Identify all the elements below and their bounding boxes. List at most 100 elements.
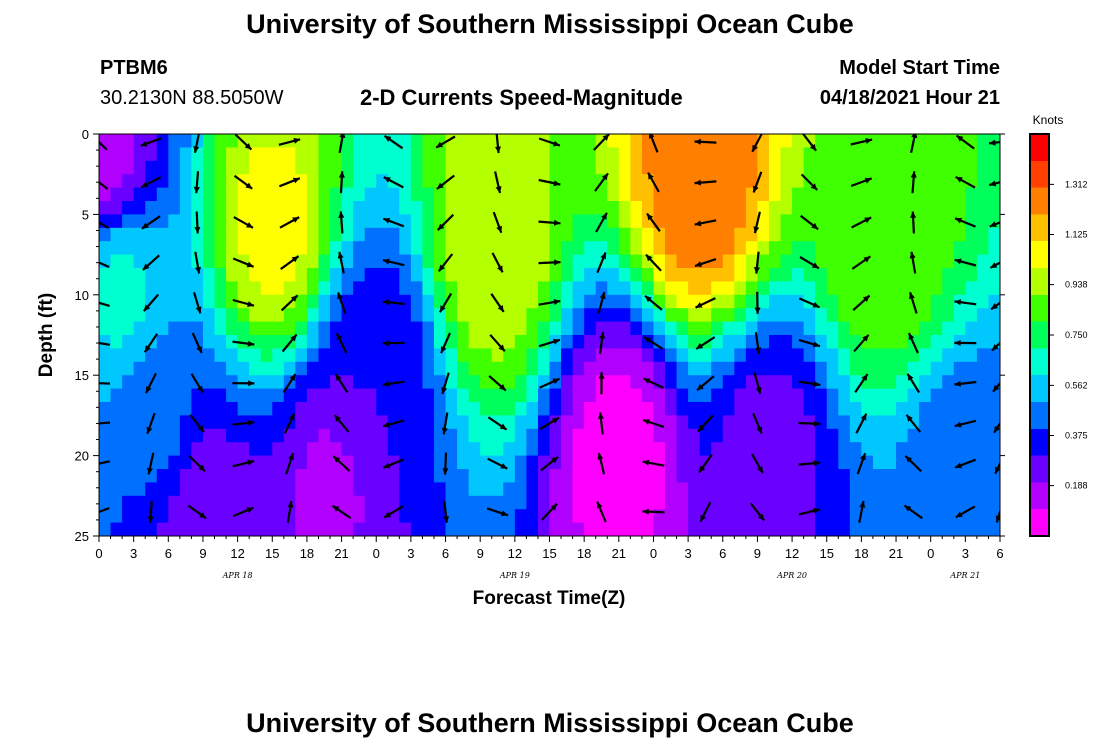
current-vector-head xyxy=(339,134,346,138)
heatmap-cell xyxy=(145,281,158,296)
current-vector-shaft xyxy=(99,460,110,465)
heatmap-cell xyxy=(780,268,793,282)
current-vector xyxy=(437,253,454,272)
current-vector xyxy=(140,137,162,147)
heatmap-cell xyxy=(110,187,123,202)
heatmap-cell xyxy=(815,469,828,483)
heatmap-cell xyxy=(445,428,458,443)
heatmap-cell xyxy=(618,428,631,443)
heatmap-cell xyxy=(641,348,655,363)
heatmap-cell xyxy=(295,469,308,483)
heatmap-cell xyxy=(514,281,527,296)
heatmap-cell xyxy=(722,227,735,242)
heatmap-cell xyxy=(306,402,320,416)
colorbar: Knots 1.3121.1250.9380.7500.5620.3750.18… xyxy=(1029,113,1088,537)
heatmap-cell xyxy=(110,402,123,416)
current-vector xyxy=(851,216,872,229)
heatmap-cell xyxy=(237,482,250,497)
heatmap-cell xyxy=(641,201,655,215)
heatmap-cell xyxy=(861,388,874,403)
heatmap-cell xyxy=(815,187,828,202)
heatmap-cell xyxy=(237,241,250,256)
heatmap-cell xyxy=(306,187,320,202)
heatmap-cell xyxy=(191,509,204,524)
heatmap-cell xyxy=(665,482,678,497)
heatmap-cell xyxy=(399,428,412,443)
heatmap-cell xyxy=(815,495,828,510)
heatmap-cell xyxy=(179,455,193,470)
current-vector-head xyxy=(382,258,390,265)
heatmap-cell xyxy=(503,281,516,296)
heatmap-cell xyxy=(514,160,527,175)
current-vector-head xyxy=(441,427,448,435)
heatmap-cell xyxy=(526,442,539,457)
heatmap-cell xyxy=(422,361,435,376)
heatmap-cell xyxy=(942,495,955,510)
x-tick-label: 3 xyxy=(684,546,691,561)
heatmap-cell xyxy=(156,160,169,175)
heatmap-cell xyxy=(364,415,377,430)
heatmap-cell xyxy=(480,227,493,242)
heatmap-cell xyxy=(318,415,331,430)
heatmap-cell xyxy=(930,348,943,363)
heatmap-cell xyxy=(387,348,400,363)
heatmap-cell xyxy=(433,495,447,510)
current-vector-head xyxy=(288,453,294,461)
current-vector-head xyxy=(247,340,255,347)
heatmap-cell xyxy=(110,522,123,536)
heatmap-cell xyxy=(699,522,712,536)
heatmap-cell xyxy=(399,134,412,148)
heatmap-cell xyxy=(976,428,990,443)
heatmap-cell xyxy=(653,469,666,483)
heatmap-cell xyxy=(249,241,262,256)
heatmap-cell xyxy=(976,214,990,229)
date-label: APR 18 xyxy=(222,571,253,580)
x-tick-label: 9 xyxy=(477,546,484,561)
heatmap-cell xyxy=(976,294,990,309)
heatmap-cell xyxy=(283,227,296,242)
current-vector-head xyxy=(293,137,301,144)
current-vector-head xyxy=(695,302,703,308)
heatmap-cell xyxy=(445,361,458,376)
heatmap-cell xyxy=(226,294,239,309)
heatmap-cell xyxy=(237,227,250,242)
heatmap-cell xyxy=(838,214,851,229)
current-vector-head xyxy=(597,412,604,420)
current-vector-head xyxy=(642,459,650,466)
heatmap-cell xyxy=(965,147,978,162)
heatmap-cell xyxy=(676,509,689,524)
heatmap-cell xyxy=(607,428,620,443)
heatmap-cell xyxy=(468,495,481,510)
heatmap-cell xyxy=(445,388,458,403)
heatmap-cell xyxy=(503,428,516,443)
heatmap-cell xyxy=(665,134,678,148)
heatmap-cell xyxy=(676,147,689,162)
heatmap-cell xyxy=(295,321,308,336)
heatmap-cell xyxy=(410,348,424,363)
x-tick-label: 9 xyxy=(754,546,761,561)
heatmap-cell xyxy=(99,482,112,497)
heatmap-cell xyxy=(179,335,193,349)
heatmap-cell xyxy=(122,495,135,510)
heatmap-cell xyxy=(815,147,828,162)
current-vector-head xyxy=(810,183,818,190)
current-vector-head xyxy=(140,140,148,147)
heatmap-cell xyxy=(919,335,932,349)
x-tick-label: 0 xyxy=(373,546,380,561)
heatmap-cell xyxy=(561,428,574,443)
heatmap-cell xyxy=(272,214,285,229)
current-vector-head xyxy=(756,426,762,434)
heatmap-cell xyxy=(353,308,366,323)
heatmap-cell xyxy=(953,321,966,336)
heatmap-cell xyxy=(745,388,759,403)
heatmap-cell xyxy=(341,147,354,162)
heatmap-cell xyxy=(884,241,897,256)
heatmap-cell xyxy=(792,147,805,162)
current-vector xyxy=(338,171,345,194)
heatmap-cell xyxy=(133,415,146,430)
heatmap-cell xyxy=(353,335,366,349)
heatmap-cell xyxy=(930,388,943,403)
heatmap-cell xyxy=(734,227,747,242)
heatmap-cell xyxy=(387,227,400,242)
heatmap-cell xyxy=(838,522,851,536)
